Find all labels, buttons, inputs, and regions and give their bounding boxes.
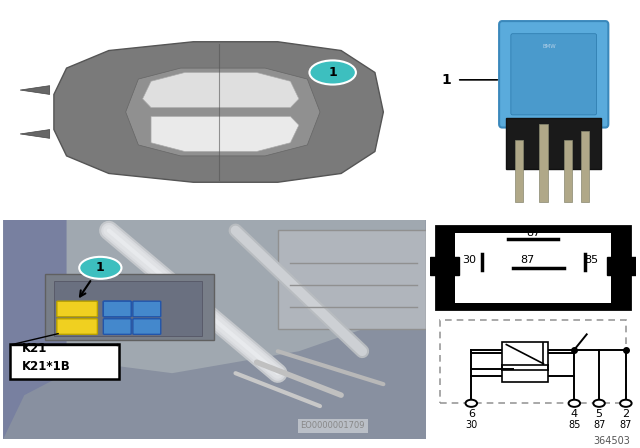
Circle shape: [593, 400, 605, 407]
Text: 1: 1: [442, 73, 451, 87]
Bar: [455, 233, 611, 302]
Bar: [502, 370, 548, 382]
Polygon shape: [125, 68, 320, 156]
Bar: [506, 117, 601, 168]
FancyBboxPatch shape: [10, 344, 120, 379]
Polygon shape: [3, 220, 426, 373]
Text: 30: 30: [462, 255, 476, 265]
Polygon shape: [20, 86, 50, 95]
Text: 87: 87: [593, 420, 605, 430]
Bar: [540, 124, 548, 202]
Bar: [278, 230, 426, 329]
Bar: [564, 140, 572, 202]
Text: 30: 30: [465, 420, 477, 430]
FancyBboxPatch shape: [103, 319, 131, 334]
Text: K21*1B: K21*1B: [22, 360, 71, 373]
Text: 85: 85: [584, 255, 598, 265]
Bar: [440, 320, 626, 403]
Bar: [502, 342, 548, 365]
FancyBboxPatch shape: [103, 301, 131, 317]
Text: K21: K21: [22, 342, 47, 355]
Circle shape: [620, 400, 632, 407]
Bar: [580, 131, 589, 202]
FancyBboxPatch shape: [57, 319, 97, 334]
Text: 2: 2: [622, 409, 629, 418]
Circle shape: [79, 257, 122, 279]
Text: EO0000001709: EO0000001709: [300, 421, 365, 430]
Text: 4: 4: [571, 409, 578, 418]
Bar: [607, 257, 636, 275]
Bar: [45, 274, 214, 340]
FancyBboxPatch shape: [511, 34, 596, 115]
Text: 85: 85: [568, 420, 580, 430]
Circle shape: [465, 400, 477, 407]
Polygon shape: [151, 116, 299, 151]
FancyBboxPatch shape: [57, 301, 97, 317]
Circle shape: [310, 60, 356, 85]
Bar: [515, 140, 523, 202]
Text: BMW: BMW: [543, 44, 557, 49]
FancyBboxPatch shape: [133, 301, 161, 317]
Text: 87: 87: [520, 255, 534, 265]
Bar: [430, 257, 459, 275]
Bar: [54, 281, 202, 336]
FancyBboxPatch shape: [133, 319, 161, 334]
FancyBboxPatch shape: [499, 21, 609, 128]
Text: 364503: 364503: [593, 436, 630, 446]
Polygon shape: [3, 220, 67, 439]
Polygon shape: [54, 42, 383, 182]
Text: 1: 1: [328, 66, 337, 79]
Text: 1: 1: [96, 261, 105, 274]
Polygon shape: [20, 129, 50, 138]
Text: 5: 5: [596, 409, 603, 418]
Text: 6: 6: [468, 409, 475, 418]
Text: 87: 87: [526, 228, 540, 238]
Polygon shape: [143, 73, 299, 108]
Circle shape: [568, 400, 580, 407]
Text: 87: 87: [620, 420, 632, 430]
FancyBboxPatch shape: [103, 301, 131, 317]
